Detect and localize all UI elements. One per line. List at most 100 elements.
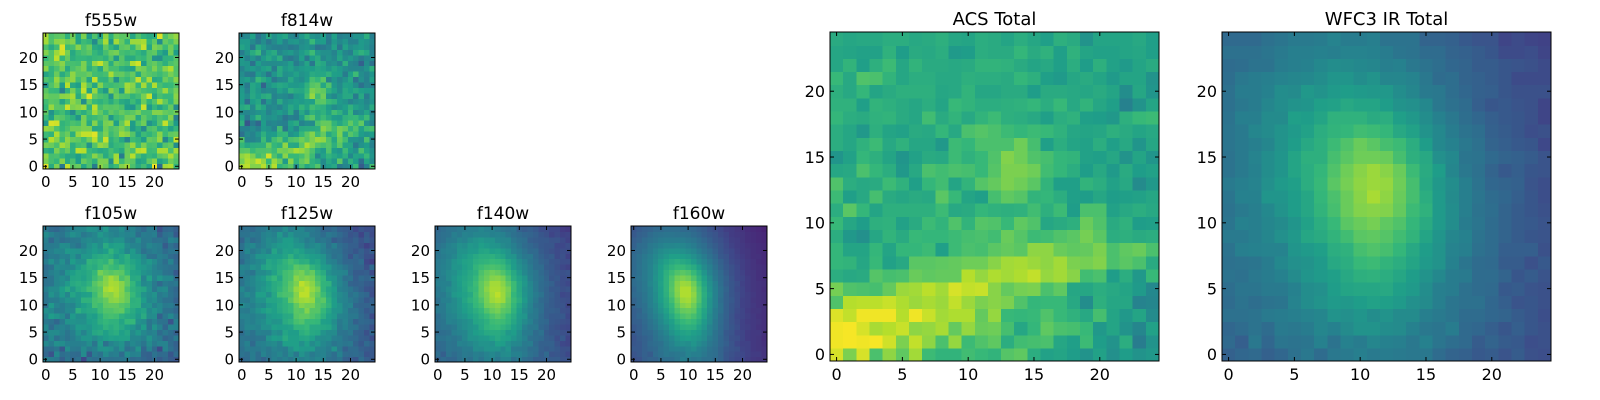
heatmap-cell	[151, 231, 158, 238]
heatmap-cell	[473, 313, 480, 320]
heatmap-cell	[239, 152, 246, 159]
heatmap-cell	[48, 49, 55, 56]
heatmap-cell	[168, 120, 175, 127]
heatmap-cell	[1066, 124, 1081, 138]
heatmap-cell	[315, 81, 322, 88]
heatmap-cell	[560, 226, 567, 233]
heatmap-cell	[543, 247, 550, 254]
heatmap-cell	[1419, 203, 1434, 217]
heatmap-cell	[135, 356, 142, 363]
heatmap-cell	[119, 258, 126, 265]
heatmap-cell	[130, 54, 137, 61]
heatmap-cell	[456, 329, 463, 336]
heatmap-cell	[1314, 242, 1328, 257]
heatmap-cell	[560, 323, 567, 330]
heatmap-cell	[320, 264, 327, 271]
heatmap-cell	[53, 76, 60, 83]
heatmap-cell	[1001, 321, 1015, 336]
heatmap-cell	[102, 147, 109, 154]
heatmap-cell	[102, 65, 109, 72]
heatmap-cell	[1419, 189, 1434, 204]
heatmap-cell	[157, 158, 164, 165]
heatmap-cell	[1235, 242, 1249, 257]
heatmap-cell	[1145, 32, 1160, 46]
heatmap-cell	[124, 313, 131, 320]
heatmap-cell	[761, 236, 768, 243]
y-tick-label: 0	[224, 351, 234, 369]
heatmap-cell	[255, 345, 262, 352]
heatmap-cell	[304, 280, 311, 287]
heatmap-cell	[255, 334, 262, 341]
heatmap-cell	[53, 43, 60, 50]
heatmap-cell	[162, 313, 169, 320]
heatmap-cell	[353, 38, 360, 45]
y-tick-label: 10	[805, 214, 825, 233]
heatmap-cell	[271, 43, 278, 50]
heatmap-cell	[364, 242, 371, 249]
heatmap-cell	[543, 296, 550, 303]
heatmap-cell	[64, 340, 71, 347]
heatmap-cell	[282, 258, 289, 265]
heatmap-cell	[516, 258, 523, 265]
heatmap-cell	[674, 253, 681, 260]
heatmap-cell	[130, 109, 137, 116]
heatmap-cell	[830, 71, 844, 86]
heatmap-cell	[734, 274, 741, 281]
heatmap-cell	[347, 49, 354, 56]
heatmap-cell	[543, 323, 550, 330]
heatmap-cell	[1314, 150, 1328, 165]
heatmap-cell	[554, 236, 561, 243]
heatmap-cell	[718, 313, 725, 320]
heatmap-cell	[843, 189, 857, 204]
heatmap-cell	[647, 236, 654, 243]
heatmap-cell	[168, 33, 175, 40]
heatmap-cell	[358, 92, 365, 99]
heatmap-cell	[119, 253, 126, 260]
heatmap-cell	[473, 345, 480, 352]
heatmap-cell	[124, 38, 131, 45]
heatmap-cell	[347, 109, 354, 116]
heatmap-cell	[353, 120, 360, 127]
heatmap-cell	[1393, 163, 1407, 178]
heatmap-cell	[1066, 32, 1081, 46]
heatmap-cell	[119, 87, 126, 94]
heatmap-cell	[271, 264, 278, 271]
heatmap-cell	[456, 226, 463, 233]
heatmap-cell	[658, 329, 665, 336]
heatmap-cell	[516, 323, 523, 330]
heatmap-cell	[549, 258, 556, 265]
heatmap-cell	[162, 291, 169, 298]
heatmap-cell	[70, 269, 77, 276]
heatmap-cell	[636, 236, 643, 243]
heatmap-cell	[473, 302, 480, 309]
heatmap-cell	[669, 302, 676, 309]
heatmap-cell	[1053, 347, 1068, 362]
heatmap-cell	[483, 296, 490, 303]
heatmap-cell	[173, 120, 180, 127]
heatmap-cell	[162, 76, 169, 83]
heatmap-cell	[1379, 334, 1394, 349]
heatmap-cell	[157, 247, 164, 254]
heatmap-cell	[987, 97, 1002, 112]
heatmap-cell	[739, 285, 746, 292]
heatmap-cell	[516, 247, 523, 254]
heatmap-cell	[320, 291, 327, 298]
heatmap-cells	[435, 226, 572, 363]
heatmap-cell	[113, 103, 120, 110]
y-tick-label: 20	[215, 242, 234, 260]
heatmap-cell	[1027, 216, 1042, 230]
heatmap-cell	[718, 291, 725, 298]
heatmap-cell	[369, 264, 376, 271]
heatmap-cell	[451, 258, 458, 265]
heatmap-cell	[1093, 84, 1107, 99]
heatmap-cell	[59, 158, 66, 165]
heatmap-cell	[249, 274, 256, 281]
heatmap-cell	[282, 109, 289, 116]
heatmap-cell	[315, 329, 322, 336]
heatmap-cell	[347, 98, 354, 105]
heatmap-cell	[1366, 242, 1381, 257]
heatmap-cell	[369, 291, 376, 298]
heatmap-cell	[277, 242, 284, 249]
heatmap-cell	[255, 87, 262, 94]
heatmap-cell	[48, 92, 55, 99]
